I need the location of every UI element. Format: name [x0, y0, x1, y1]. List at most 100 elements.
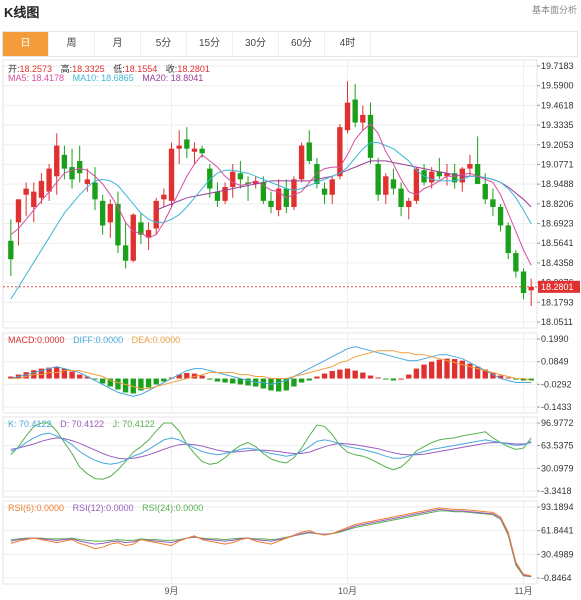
tab-15min[interactable]: 15分 [187, 32, 233, 56]
y-tick-label: 18.6923 [541, 219, 574, 229]
rsi12-line [10, 508, 532, 578]
tab-60min[interactable]: 60分 [279, 32, 325, 56]
x-tick-label: 11月 [514, 586, 532, 596]
candle-body [474, 164, 481, 184]
legend-rsi12: RSI(12):0.0000 [72, 503, 134, 513]
macd-bar [260, 378, 267, 389]
tab-week[interactable]: 周 [49, 32, 95, 56]
macd-bar [77, 374, 83, 379]
candle-body [306, 142, 312, 161]
macd-bar [38, 368, 45, 379]
macd-bar [298, 378, 305, 383]
candle-body [161, 194, 167, 200]
candle-body [459, 168, 465, 183]
macd-bar [383, 378, 389, 380]
y-tick-label: 19.4618 [541, 100, 574, 110]
y-tick-label: 30.4989 [541, 549, 574, 559]
candle-body [237, 173, 244, 180]
candle-body [145, 230, 152, 238]
macd-bar [360, 372, 366, 379]
candle-body [375, 164, 381, 195]
macd-bar [429, 361, 435, 379]
tab-30min[interactable]: 30分 [233, 32, 279, 56]
y-tick-label: 19.7183 [541, 61, 574, 71]
candle-body [15, 199, 22, 223]
macd-bar [467, 363, 473, 379]
legend-rsi6: RSI(6):0.0000 [8, 503, 65, 513]
candle-body [314, 164, 320, 184]
panel-frame [2, 500, 538, 585]
macd-bar [291, 378, 297, 387]
candle-body [268, 200, 274, 208]
legend-d: D: 70.4122 [60, 419, 105, 429]
legend-close: 收:18.2801 [165, 64, 210, 74]
legend-ma10: MA10: 18.6865 [72, 73, 134, 83]
macd-bar [329, 370, 335, 379]
candle-body [467, 164, 473, 169]
y-tick-label: 30.0979 [541, 463, 574, 473]
tab-5min[interactable]: 5分 [141, 32, 187, 56]
ma10-line [10, 142, 532, 300]
candle-body [291, 179, 297, 208]
macd-bar [314, 376, 320, 379]
candle-body [429, 171, 435, 183]
legend-low: 低:18.1554 [113, 64, 158, 74]
candle-body [253, 180, 259, 184]
candle-body [513, 253, 519, 272]
price-legend: 开:18.2573 高:18.3325 低:18.1554 收:18.2801 [8, 62, 216, 75]
macd-bar [520, 378, 527, 381]
macd-bar [222, 378, 228, 383]
candle-body [222, 187, 228, 201]
macd-bar [115, 378, 121, 390]
x-tick-label: 9月 [165, 586, 179, 596]
candle-body [153, 200, 159, 229]
candle-body [436, 171, 443, 177]
candle-body [122, 245, 129, 261]
macd-bar [107, 378, 113, 387]
y-tick-label: -0.8464 [541, 573, 572, 583]
candle-body [107, 203, 113, 223]
macd-bar [8, 376, 14, 379]
last-price-label: 18.2801 [541, 282, 574, 292]
y-tick-label: 19.3335 [541, 120, 574, 130]
macd-bar [138, 378, 144, 391]
candle-body [31, 191, 37, 208]
candle-body [298, 145, 305, 180]
legend-ma20: MA20: 18.8041 [142, 73, 204, 83]
y-tick-label: -3.3418 [541, 486, 572, 496]
y-tick-label: 18.4358 [541, 258, 574, 268]
legend-k: K: 70.4122 [8, 419, 52, 429]
candle-body [230, 171, 236, 188]
candle-body [8, 240, 14, 260]
macd-bar [375, 377, 381, 379]
tab-month[interactable]: 月 [95, 32, 141, 56]
macd-bar [413, 368, 420, 379]
y-tick-label: -0.0292 [541, 379, 572, 389]
candle-body [23, 188, 29, 195]
y-tick-label: 93.1894 [541, 502, 574, 512]
diff-line [10, 346, 532, 397]
candle-body [199, 148, 205, 154]
candle-body [245, 182, 251, 184]
y-tick-label: 18.5641 [541, 238, 574, 248]
candle-body [168, 148, 175, 201]
macd-bar [444, 358, 450, 379]
macd-bar [122, 378, 129, 393]
legend-j: J: 70.4122 [112, 419, 155, 429]
candle-body [260, 182, 267, 201]
j-line [10, 422, 532, 480]
basic-analysis-link[interactable]: 基本面分析 [531, 5, 577, 15]
candle-body [520, 271, 527, 293]
candle-body [191, 148, 198, 152]
tab-4hour[interactable]: 4时 [325, 32, 371, 56]
macd-bar [207, 378, 213, 380]
macd-bar [245, 378, 251, 386]
tab-day[interactable]: 日 [3, 32, 49, 56]
y-tick-label: 0.1990 [541, 334, 569, 344]
macd-bar [145, 378, 152, 388]
legend-rsi24: RSI(24):0.0000 [142, 503, 204, 513]
y-tick-label: 18.9488 [541, 179, 574, 189]
kdj-legend: K: 70.4122 D: 70.4122 J: 70.4122 [8, 419, 161, 429]
candle-body [360, 114, 366, 123]
